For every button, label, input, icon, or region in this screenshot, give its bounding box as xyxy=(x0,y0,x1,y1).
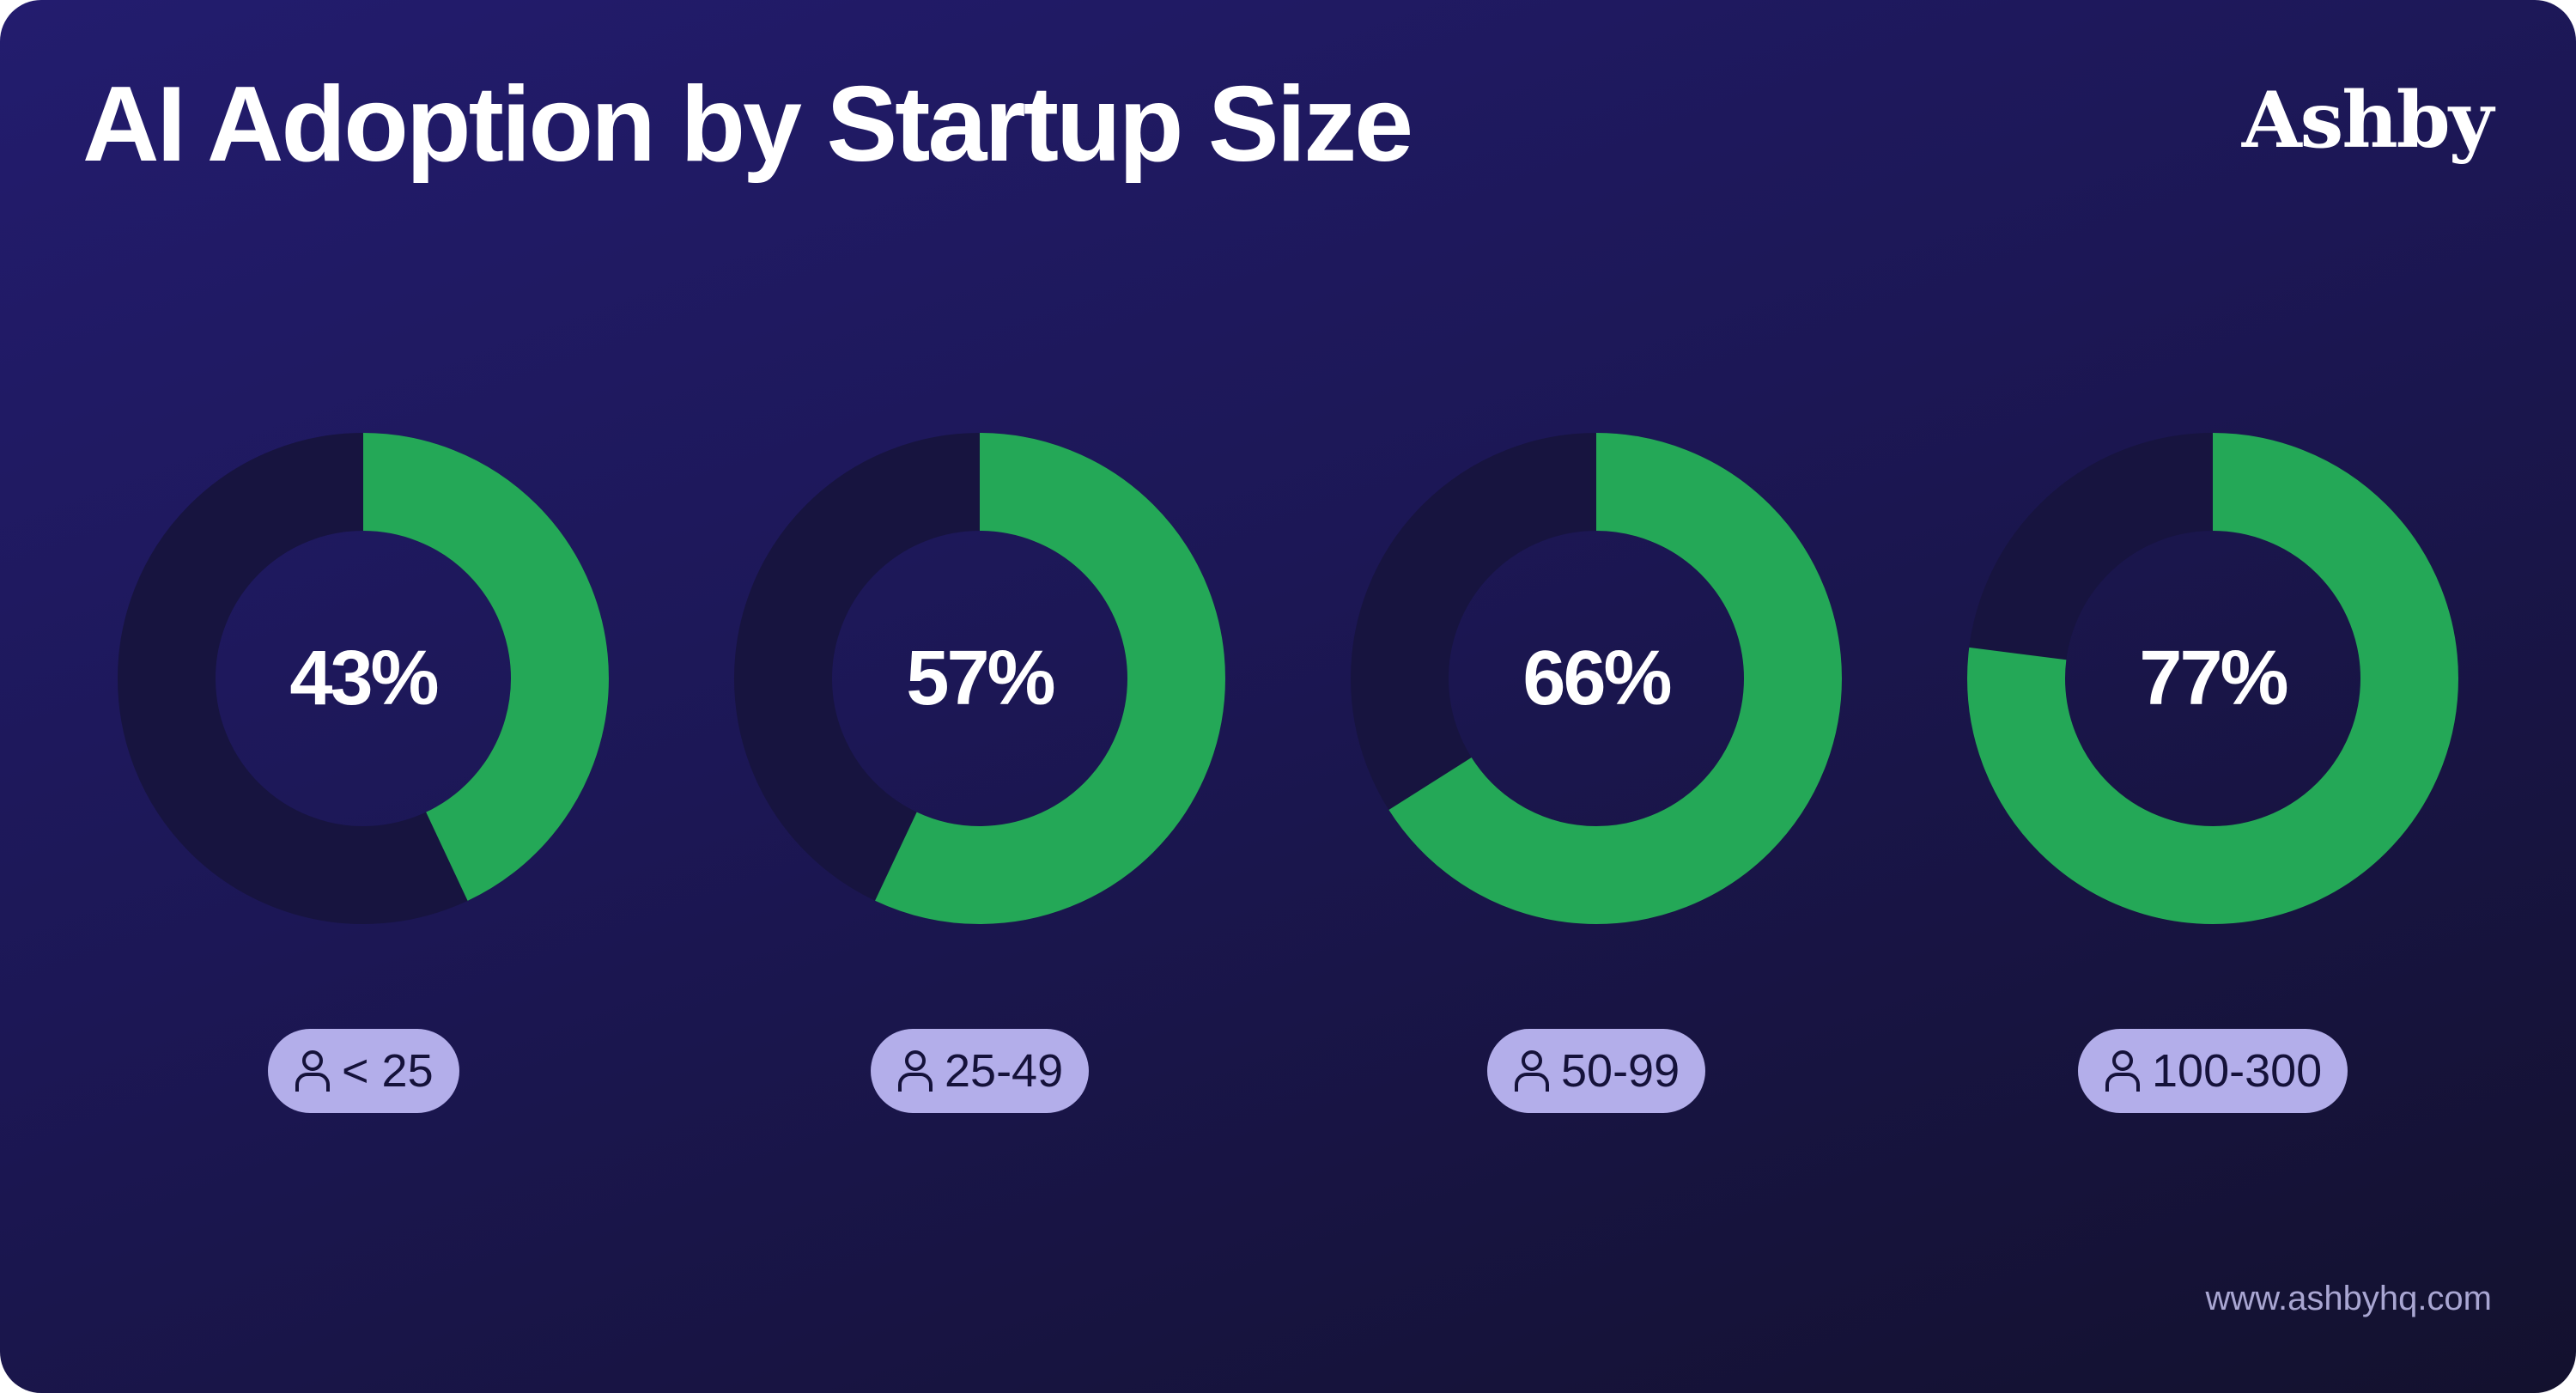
donut-percent-label: 66% xyxy=(1522,636,1670,721)
donut-percent-label: 77% xyxy=(2139,636,2287,721)
category-pill: 50-99 xyxy=(1487,1029,1706,1113)
page-title: AI Adoption by Startup Size xyxy=(82,65,1413,184)
category-label: 25-49 xyxy=(945,1045,1064,1097)
category-pill: 100-300 xyxy=(2078,1029,2348,1113)
category-pill: < 25 xyxy=(268,1029,459,1113)
ashby-logo: Ashby xyxy=(2241,75,2494,166)
donut-value-arc xyxy=(1351,433,1842,924)
category-label: < 25 xyxy=(342,1045,434,1097)
donut-percent-label: 57% xyxy=(906,636,1054,721)
category-label: 50-99 xyxy=(1561,1045,1680,1097)
donut-value-arc xyxy=(118,433,609,924)
donut-value-arc xyxy=(1967,433,2458,924)
category-label: 100-300 xyxy=(2152,1045,2323,1097)
website-url[interactable]: www.ashbyhq.com xyxy=(2205,1280,2492,1317)
donut-percent-label: 43% xyxy=(289,636,437,721)
person-icon xyxy=(898,1050,933,1092)
category-pill: 25-49 xyxy=(871,1029,1090,1113)
person-icon xyxy=(295,1050,330,1092)
donut-value-arc xyxy=(734,433,1225,924)
person-icon xyxy=(1515,1050,1549,1092)
person-icon xyxy=(2105,1050,2140,1092)
